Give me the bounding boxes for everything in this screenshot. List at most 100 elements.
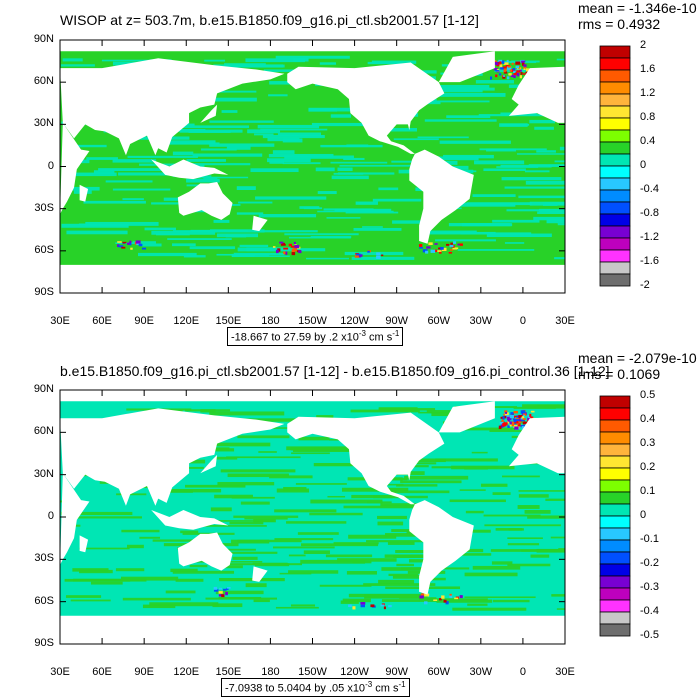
field-streak xyxy=(235,418,302,422)
field-streak xyxy=(437,87,495,91)
field-anomaly xyxy=(509,69,513,72)
colorbar-swatch xyxy=(599,57,631,71)
land-antarctica xyxy=(60,615,565,644)
field-streak xyxy=(377,515,407,520)
colorbar-swatch xyxy=(599,273,631,287)
field-anomaly xyxy=(293,241,296,245)
field-streak xyxy=(268,94,288,97)
field-anomaly xyxy=(522,414,525,417)
field-anomaly xyxy=(513,410,518,414)
field-streak xyxy=(348,534,397,539)
field-anomaly xyxy=(453,241,457,244)
field-anomaly xyxy=(136,243,140,246)
colorbar-swatch xyxy=(599,527,631,541)
field-streak xyxy=(151,230,216,235)
field-streak xyxy=(337,172,395,175)
land-europe xyxy=(508,416,565,474)
field-streak xyxy=(380,503,429,507)
field-streak xyxy=(344,251,404,256)
field-streak xyxy=(189,564,208,568)
field-anomaly xyxy=(448,251,453,254)
field-streak xyxy=(475,80,515,84)
field-anomaly xyxy=(381,603,385,606)
land-uk xyxy=(514,84,529,97)
field-streak xyxy=(366,540,425,543)
field-streak xyxy=(501,123,530,126)
field-streak xyxy=(180,530,199,534)
field-anomaly xyxy=(505,411,508,414)
field-anomaly xyxy=(370,604,375,608)
lat-label: 30S xyxy=(34,201,54,214)
colorbar-swatch xyxy=(599,611,631,625)
lon-label: 30E xyxy=(555,315,575,327)
field-streak xyxy=(337,167,353,172)
field-streak xyxy=(142,604,176,609)
lon-label: 150E xyxy=(215,666,242,678)
field-anomaly xyxy=(503,71,508,74)
field-streak xyxy=(232,556,258,560)
field-anomaly xyxy=(498,425,502,430)
field-streak xyxy=(170,568,198,573)
land-samerica xyxy=(409,500,474,595)
field-streak xyxy=(291,452,330,455)
land-nz xyxy=(252,215,268,232)
lon-label: 30W xyxy=(469,315,493,327)
field-streak xyxy=(319,62,337,65)
field-streak xyxy=(456,548,484,553)
field-streak xyxy=(319,584,372,587)
colorbar-swatch xyxy=(599,141,631,155)
panel2-rms: rms = 0.1069 xyxy=(578,366,661,382)
field-streak xyxy=(269,160,284,164)
colorbar-swatch xyxy=(599,587,631,601)
field-anomaly xyxy=(523,66,527,69)
field-anomaly xyxy=(513,415,517,418)
field-streak xyxy=(446,115,491,119)
colorbar-label: 0.3 xyxy=(640,437,656,449)
field-streak xyxy=(387,541,415,545)
field-streak xyxy=(341,487,409,492)
lat-label: 0 xyxy=(47,159,54,172)
field-streak xyxy=(424,119,497,122)
field-streak xyxy=(144,227,176,231)
field-anomaly xyxy=(117,244,120,247)
field-streak xyxy=(277,132,321,137)
field-anomaly xyxy=(281,242,286,245)
field-streak xyxy=(127,155,198,158)
field-streak xyxy=(65,516,142,519)
field-streak xyxy=(226,456,301,459)
lat-label: 30N xyxy=(33,467,54,480)
field-anomaly xyxy=(425,250,429,254)
colorbar-1 xyxy=(599,45,631,287)
field-streak xyxy=(527,515,565,519)
panel2-mean: mean = -2.079e-10 xyxy=(578,350,697,366)
field-streak xyxy=(83,200,146,204)
field-streak xyxy=(334,208,392,212)
field-streak xyxy=(286,521,347,524)
field-streak xyxy=(315,167,335,172)
field-anomaly xyxy=(516,72,520,77)
field-anomaly xyxy=(138,243,143,247)
field-anomaly xyxy=(419,247,423,249)
field-streak xyxy=(295,483,347,485)
field-streak xyxy=(342,598,371,603)
field-anomaly xyxy=(449,593,452,596)
field-streak xyxy=(238,201,273,204)
field-streak xyxy=(396,563,414,567)
field-streak xyxy=(340,600,359,604)
panel2-range-label: -7.0938 to 5.0404 by .05 x10-3 cm s-1 xyxy=(221,678,410,697)
field-streak xyxy=(218,596,262,600)
field-streak xyxy=(207,520,274,522)
field-anomaly xyxy=(504,415,510,418)
field-anomaly xyxy=(352,606,356,610)
colorbar-label: 0 xyxy=(640,159,647,171)
land-greenland xyxy=(438,401,495,433)
field-streak xyxy=(317,210,394,213)
field-streak xyxy=(530,554,550,558)
colorbar-swatch xyxy=(599,419,631,433)
lon-label: 0 xyxy=(519,315,526,327)
field-streak xyxy=(212,603,243,608)
field-streak xyxy=(507,537,543,539)
field-streak xyxy=(240,501,270,505)
field-anomaly xyxy=(517,66,521,69)
field-streak xyxy=(378,187,399,191)
